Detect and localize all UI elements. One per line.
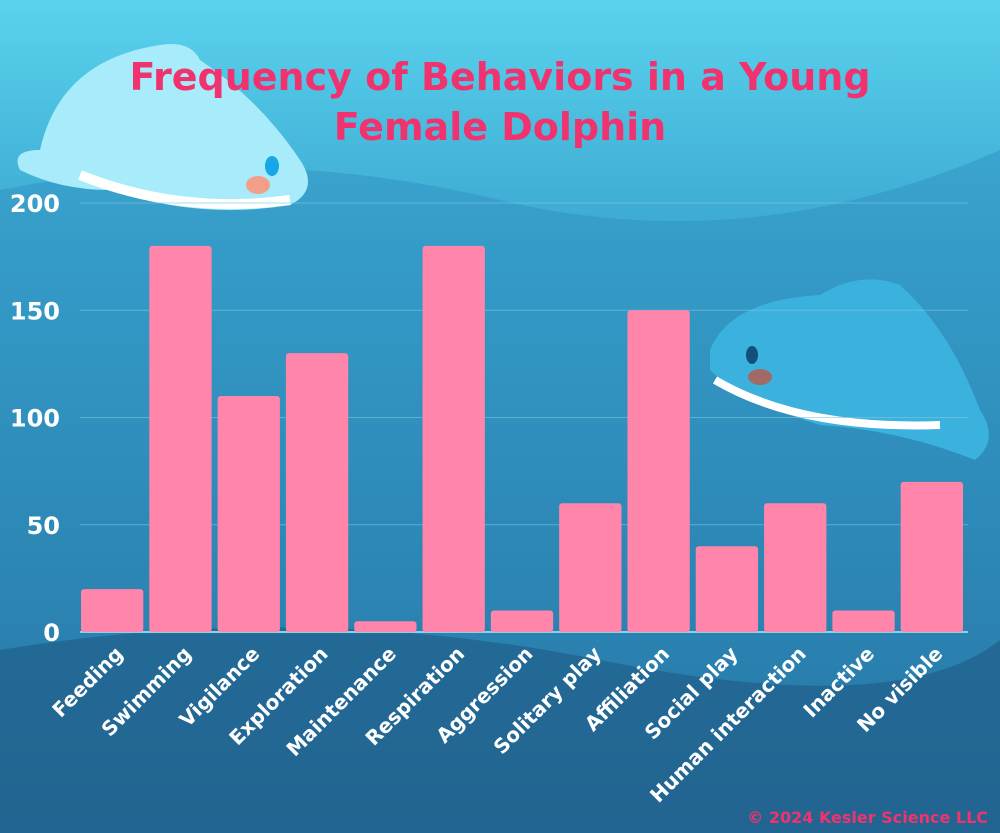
bar-no-visible: [900, 481, 963, 632]
chart-title: Frequency of Behaviors in a Young Female…: [0, 52, 1000, 152]
y-tick-label: 200: [10, 190, 60, 218]
bar-maintenance: [354, 621, 417, 632]
bar-aggression: [490, 610, 554, 632]
bar-vigilance: [217, 396, 280, 632]
y-tick-label: 50: [27, 512, 60, 540]
bar-affiliation: [627, 310, 690, 632]
title-line-2: Female Dolphin: [333, 105, 667, 149]
dolphin-right-illustration: [710, 279, 989, 460]
bar-social-play: [695, 546, 759, 632]
bar-feeding: [81, 589, 144, 632]
bar-solitary-play: [559, 503, 622, 632]
y-tick-label: 150: [10, 297, 60, 325]
seafloor-decoration: [0, 627, 1000, 833]
bar-exploration: [285, 353, 349, 632]
y-tick-label: 100: [10, 405, 60, 433]
bar-human-interaction: [764, 503, 827, 632]
bar-swimming: [149, 245, 212, 632]
bar-respiration: [422, 245, 485, 632]
copyright-text: © 2024 Kesler Science LLC: [747, 808, 988, 827]
y-tick-label: 0: [43, 619, 60, 647]
bar-inactive: [832, 610, 895, 632]
title-line-1: Frequency of Behaviors in a Young: [129, 55, 871, 99]
